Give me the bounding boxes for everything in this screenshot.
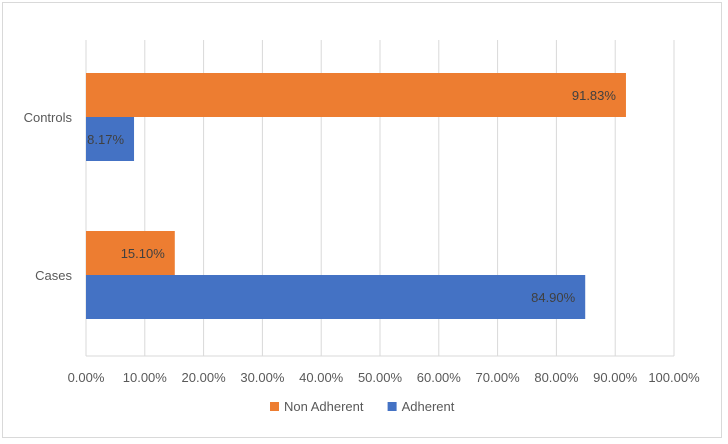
bar-non-adherent-controls: [86, 73, 626, 117]
x-tick-label: 90.00%: [593, 370, 638, 385]
x-tick-label: 20.00%: [182, 370, 227, 385]
data-label: 15.10%: [121, 246, 166, 261]
legend-label: Non Adherent: [284, 399, 364, 414]
x-tick-label: 0.00%: [68, 370, 105, 385]
data-label: 8.17%: [87, 132, 124, 147]
x-tick-label: 30.00%: [240, 370, 285, 385]
legend-swatch-non-adherent: [270, 402, 279, 411]
x-tick-label: 70.00%: [476, 370, 521, 385]
legend-swatch-adherent: [387, 402, 397, 411]
data-label: 91.83%: [572, 88, 617, 103]
bar-adherent-controls: [86, 117, 135, 161]
x-tick-label: 80.00%: [534, 370, 579, 385]
category-label: Cases: [35, 268, 72, 283]
legend-label: Adherent: [402, 399, 455, 414]
bar-adherent-cases: [86, 275, 586, 319]
x-tick-label: 50.00%: [358, 370, 403, 385]
data-label: 84.90%: [531, 290, 576, 305]
x-tick-label: 60.00%: [417, 370, 462, 385]
x-tick-label: 40.00%: [299, 370, 344, 385]
bar-non-adherent-cases: [86, 231, 175, 275]
x-tick-label: 10.00%: [123, 370, 168, 385]
category-label: Controls: [24, 110, 73, 125]
x-tick-label: 100.00%: [648, 370, 700, 385]
